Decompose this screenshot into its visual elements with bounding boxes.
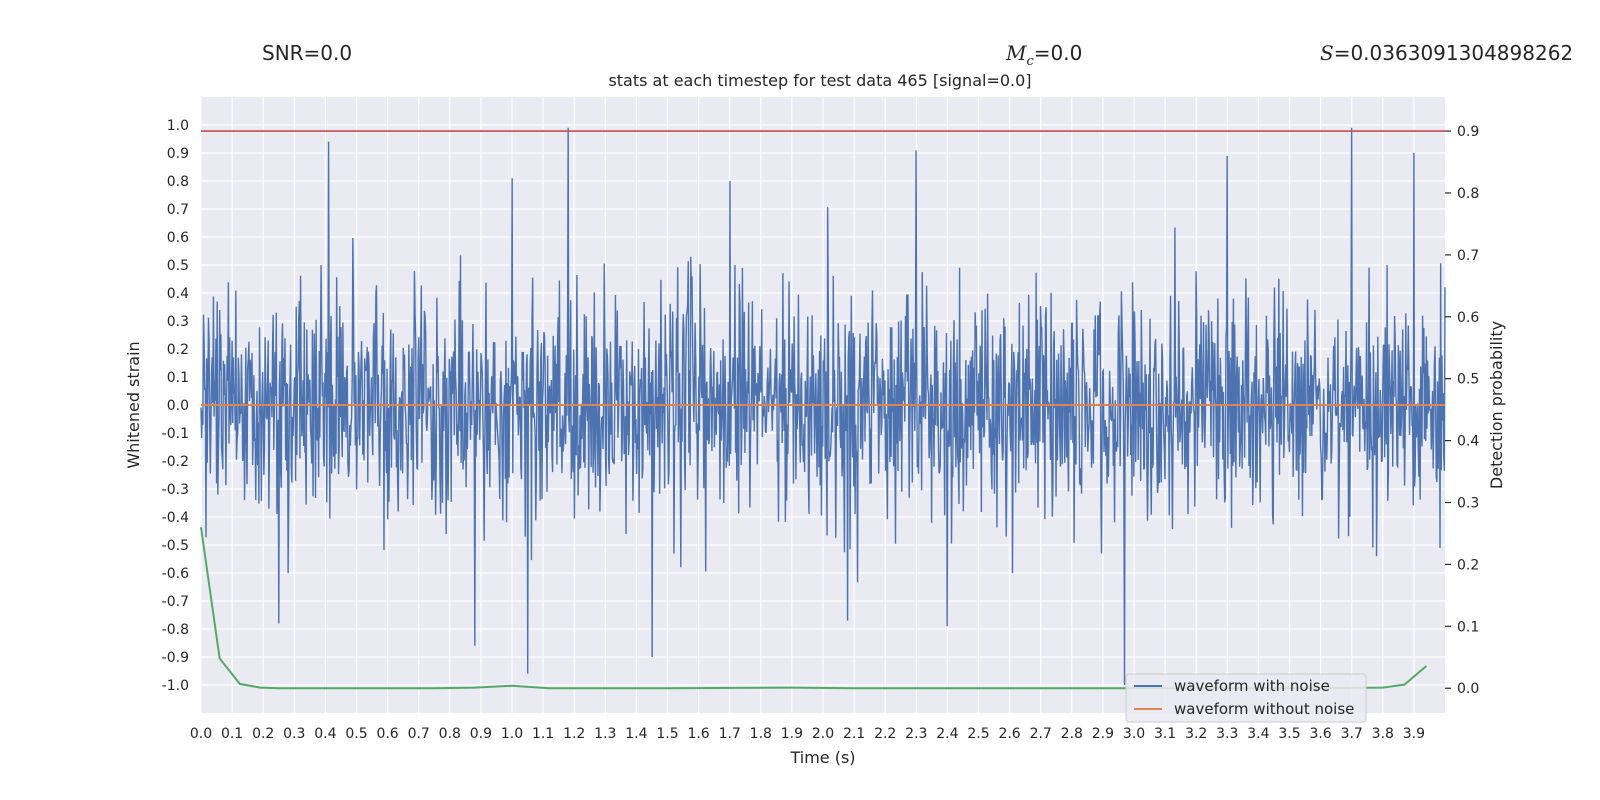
- y2-tick-label: 0.2: [1457, 557, 1479, 573]
- score-header: S=0.0363091304898262: [1320, 41, 1573, 65]
- x-tick-label: 2.5: [967, 726, 989, 742]
- x-tick-label: 3.2: [1185, 726, 1207, 742]
- y2-tick-label: 0.1: [1457, 619, 1479, 635]
- x-tick-label: 2.1: [843, 726, 865, 742]
- chart-title: stats at each timestep for test data 465…: [608, 71, 1032, 90]
- x-tick-label: 1.2: [563, 726, 585, 742]
- x-tick-label: 3.1: [1154, 726, 1176, 742]
- x-tick-label: 0.2: [252, 726, 274, 742]
- x-tick-label: 0.7: [408, 726, 430, 742]
- x-tick-label: 2.4: [936, 726, 958, 742]
- x-tick-label: 1.4: [625, 726, 647, 742]
- y-tick-label: -0.1: [162, 426, 189, 442]
- y-tick-label: 0.8: [167, 174, 189, 190]
- series-waveform-with-noise: [200, 127, 1446, 686]
- legend-box: [1125, 673, 1367, 723]
- y2-axis-label: Detection probability: [1487, 321, 1506, 489]
- y-tick-label: -0.2: [162, 454, 189, 470]
- y2-tick-label: 0.4: [1457, 434, 1479, 450]
- x-tick-label: 1.3: [594, 726, 616, 742]
- x-tick-label: 3.6: [1309, 726, 1331, 742]
- y-tick-label: 0.0: [167, 398, 189, 414]
- y-tick-label: 0.6: [167, 230, 189, 246]
- x-tick-label: 0.1: [221, 726, 243, 742]
- x-tick-label: 3.7: [1341, 726, 1363, 742]
- x-tick-label: 1.6: [687, 726, 709, 742]
- x-tick-label: 1.1: [532, 726, 554, 742]
- x-tick-label: 2.8: [1061, 726, 1083, 742]
- y-tick-label: 0.7: [167, 202, 189, 218]
- x-tick-label: 2.3: [905, 726, 927, 742]
- x-tick-label: 0.0: [190, 726, 212, 742]
- x-axis: 0.0 0.1 0.2 0.3 0.4 0.5 0.6 0.7 0.8 0.9 1.0 1.1 1.2 1…: [190, 726, 1425, 742]
- x-tick-label: 1.0: [501, 726, 523, 742]
- x-tick-label: 1.7: [719, 726, 741, 742]
- x-tick-label: 3.0: [1123, 726, 1145, 742]
- chirp-mass-value: =0.0: [1033, 41, 1083, 65]
- y-axis-label: Whitened strain: [124, 341, 143, 468]
- y-tick-label: -0.6: [162, 566, 189, 582]
- x-tick-label: 3.4: [1247, 726, 1269, 742]
- legend-label-clean: waveform without noise: [1174, 700, 1354, 718]
- x-tick-label: 1.5: [656, 726, 678, 742]
- x-tick-label: 0.4: [314, 726, 336, 742]
- x-tick-label: 2.2: [874, 726, 896, 742]
- score-value: =0.0363091304898262: [1333, 41, 1574, 65]
- y-tick-label: 0.2: [167, 342, 189, 358]
- x-tick-label: 2.0: [812, 726, 834, 742]
- y-tick-label: 0.3: [167, 314, 189, 330]
- y2-tick-label: 0.0: [1457, 681, 1479, 697]
- snr-label: SNR=0.0: [262, 41, 353, 65]
- y-tick-label: 0.1: [167, 370, 189, 386]
- y2-tick-label: 0.8: [1457, 186, 1479, 202]
- x-tick-label: 2.6: [998, 726, 1020, 742]
- y-tick-label: 1.0: [167, 118, 189, 134]
- y-tick-label: -0.4: [162, 510, 189, 526]
- x-tick-label: 0.9: [470, 726, 492, 742]
- y-tick-label: 0.4: [167, 286, 189, 302]
- y-tick-label: -0.9: [162, 650, 189, 666]
- x-tick-label: 3.5: [1278, 726, 1300, 742]
- y-tick-label: -0.5: [162, 538, 189, 554]
- y2-tick-label: 0.7: [1457, 248, 1479, 264]
- chirp-mass-symbol: M: [1006, 41, 1027, 65]
- x-tick-label: 3.9: [1403, 726, 1425, 742]
- y2-tick-label: 0.3: [1457, 496, 1479, 512]
- x-tick-label: 2.9: [1092, 726, 1114, 742]
- chirp-mass-subscript: c: [1026, 54, 1034, 69]
- x-tick-label: 0.8: [439, 726, 461, 742]
- y-tick-label: -1.0: [162, 678, 189, 694]
- y-tick-label: -0.3: [162, 482, 189, 498]
- y-tick-label: 0.5: [167, 258, 189, 274]
- x-tick-label: 0.6: [376, 726, 398, 742]
- x-tick-label: 0.3: [283, 726, 305, 742]
- x-axis-label: Time (s): [789, 748, 855, 767]
- y-tick-label: -0.8: [162, 622, 189, 638]
- x-tick-label: 1.9: [781, 726, 803, 742]
- chirp-mass-header: Mc=0.0: [1006, 41, 1082, 69]
- x-tick-label: 2.7: [1030, 726, 1052, 742]
- legend-label-noisy: waveform with noise: [1174, 677, 1330, 695]
- snr-header: SNR=0.0: [262, 41, 352, 65]
- y-tick-label: 0.9: [167, 146, 189, 162]
- x-tick-label: 3.8: [1372, 726, 1394, 742]
- y2-tick-label: 0.9: [1457, 124, 1479, 140]
- y-axis: -1.0 -0.9 -0.8 -0.7 -0.6 -0.5 -0.4 -0.3 -0.2 -0.1…: [162, 118, 189, 694]
- x-tick-label: 1.8: [750, 726, 772, 742]
- y2-tick-label: 0.5: [1457, 372, 1479, 388]
- y2-tick-label: 0.6: [1457, 310, 1479, 326]
- x-tick-label: 3.3: [1216, 726, 1238, 742]
- score-symbol: S: [1320, 41, 1334, 65]
- y-tick-label: -0.7: [162, 594, 189, 610]
- x-tick-label: 0.5: [345, 726, 367, 742]
- legend: waveform with noise waveform without noi…: [1125, 673, 1367, 723]
- y2-axis: 0.0 0.1 0.2 0.3 0.4 0.5 0.6 0.7 0.8 0.9: [1445, 124, 1479, 697]
